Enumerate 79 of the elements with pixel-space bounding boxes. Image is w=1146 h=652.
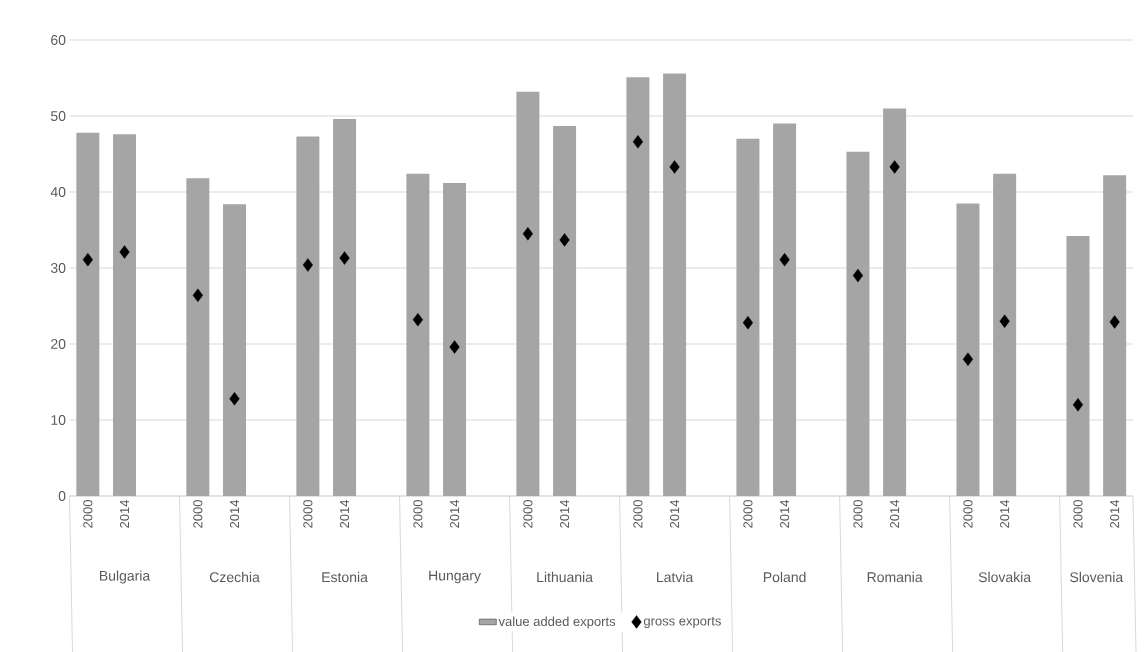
y-tick-label: 30: [50, 263, 66, 273]
bar: [1066, 236, 1090, 496]
x-tick-label: 2000: [853, 500, 863, 528]
bar: [626, 77, 650, 496]
text: Lithuania: [537, 571, 593, 583]
bar: [663, 73, 687, 496]
x-tick-label: 2000: [963, 500, 973, 528]
text: Hungary: [429, 570, 481, 584]
point: [449, 340, 460, 354]
bar: [883, 108, 907, 496]
bar: [956, 203, 980, 496]
point: [742, 316, 753, 330]
bar: [186, 178, 210, 496]
y-tick-label: 20: [51, 339, 66, 349]
bar: [333, 119, 357, 496]
text: Bulgaria: [99, 570, 151, 584]
text: Czechia: [209, 571, 260, 583]
legend-label: value added exports: [498, 616, 616, 629]
x-tick-label: 2000: [303, 500, 313, 528]
bar: [1103, 175, 1127, 496]
y-tick-label: 10: [51, 415, 66, 425]
point: [669, 160, 680, 174]
point: [889, 160, 900, 174]
text: Poland: [763, 571, 806, 583]
x-tick-label: 2000: [413, 500, 423, 528]
point: [119, 245, 130, 259]
x-tick-label: 2014: [559, 499, 570, 528]
x-tick-label: 2014: [890, 499, 900, 528]
x-tick-label: 2000: [83, 500, 93, 528]
point: [522, 227, 533, 241]
bar: [846, 151, 870, 496]
point: [82, 252, 93, 267]
point: [962, 352, 974, 366]
y-tick-label: 60: [51, 35, 66, 45]
text: Slovakia: [978, 571, 1032, 583]
x-tick-label: 2014: [669, 499, 680, 528]
point: [192, 288, 203, 303]
bar: [406, 173, 430, 496]
point: [412, 312, 423, 327]
bar: [76, 132, 100, 496]
x-tick-label: 2014: [119, 499, 130, 528]
point: [999, 314, 1010, 328]
bar: [296, 136, 320, 496]
x-tick-label: 2014: [779, 499, 790, 528]
text: Slovenia: [1070, 571, 1124, 583]
text: Romania: [867, 571, 923, 583]
point: [1072, 398, 1084, 412]
x-tick-label: 2014: [229, 499, 240, 528]
point: [339, 251, 350, 265]
x-tick-label: 2000: [633, 500, 643, 528]
x-tick-label: 2014: [1000, 499, 1010, 528]
x-tick-label: 2000: [743, 500, 753, 528]
text: Estonia: [322, 571, 368, 583]
bar: [113, 134, 137, 496]
x-tick-label: 2014: [339, 499, 350, 528]
bar: [516, 91, 540, 496]
point: [632, 135, 643, 149]
y-tick-label: 50: [50, 111, 66, 121]
bar: [773, 123, 797, 496]
bar: [993, 173, 1017, 496]
x-tick-label: 2000: [193, 500, 203, 528]
point: [559, 233, 570, 247]
point: [852, 268, 864, 283]
text: Latvia: [657, 571, 694, 583]
x-tick-label: 2014: [1110, 499, 1120, 528]
bar: [553, 125, 577, 496]
point: [779, 252, 790, 267]
x-tick-label: 2000: [1073, 500, 1083, 528]
point: [229, 392, 240, 406]
bar: [223, 204, 247, 496]
y-tick-label: 0: [58, 491, 66, 501]
legend-label: gross exports: [643, 616, 721, 629]
bar: [443, 182, 467, 496]
bar: [736, 138, 760, 496]
x-tick-label: 2000: [523, 500, 533, 528]
point: [302, 258, 313, 272]
x-tick-label: 2014: [449, 499, 460, 528]
point: [1109, 315, 1120, 329]
y-tick-label: 40: [50, 187, 66, 197]
